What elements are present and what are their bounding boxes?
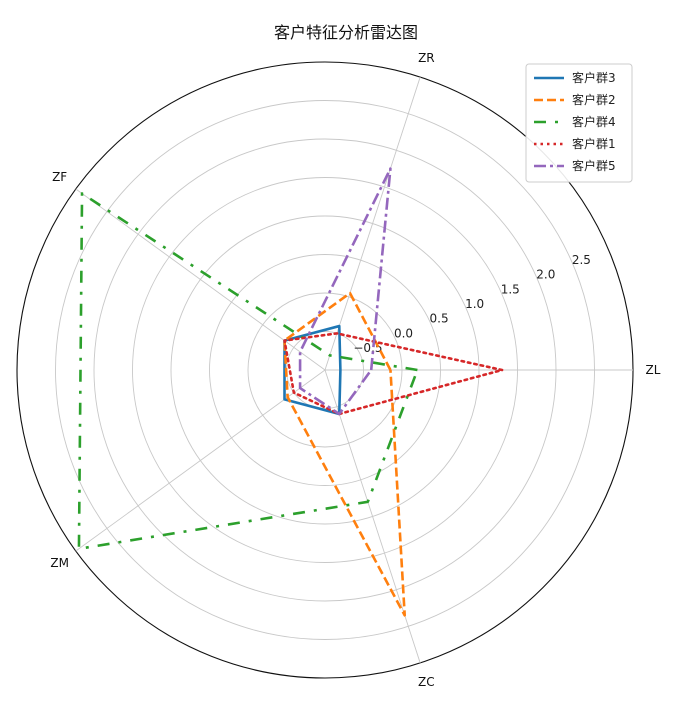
axis-label-zc: ZC [418, 675, 435, 689]
r-tick-label: 2.5 [572, 253, 591, 267]
legend-label-2: 客户群2 [572, 92, 616, 107]
r-tick-label: 2.0 [536, 268, 555, 282]
series-line-1 [283, 324, 342, 416]
axis-layer: ZL ZR ZF ZM ZC [50, 51, 660, 689]
r-tick-label: 0.0 [394, 326, 413, 340]
legend-label-4: 客户群1 [572, 136, 616, 151]
axis-spoke [75, 188, 326, 371]
legend-label-5: 客户群5 [572, 158, 616, 173]
axis-label-zm: ZM [50, 556, 69, 570]
chart-title: 客户特征分析雷达图 [274, 23, 418, 42]
axis-spoke [324, 76, 421, 371]
legend-label-3: 客户群4 [572, 114, 616, 129]
series-layer [77, 167, 504, 617]
tick-label-layer: −0.5 0.0 0.5 1.0 1.5 2.0 2.5 [353, 253, 591, 355]
r-tick-label: −0.5 [353, 341, 382, 355]
legend-label-1: 客户群3 [572, 70, 616, 85]
axis-label-zf: ZF [52, 170, 67, 184]
axis-label-zl: ZL [646, 363, 661, 377]
axis-label-zr: ZR [418, 51, 435, 65]
legend: 客户群3 客户群2 客户群4 客户群1 客户群5 [525, 63, 633, 183]
r-tick-label: 0.5 [430, 312, 449, 326]
r-tick-label: 1.0 [465, 297, 484, 311]
series-line-4 [283, 332, 504, 416]
r-tick-label: 1.5 [501, 282, 520, 296]
legend-box [525, 63, 633, 183]
series-line-3 [77, 192, 419, 551]
series-line-5 [298, 167, 392, 416]
series-line-2 [283, 291, 407, 617]
